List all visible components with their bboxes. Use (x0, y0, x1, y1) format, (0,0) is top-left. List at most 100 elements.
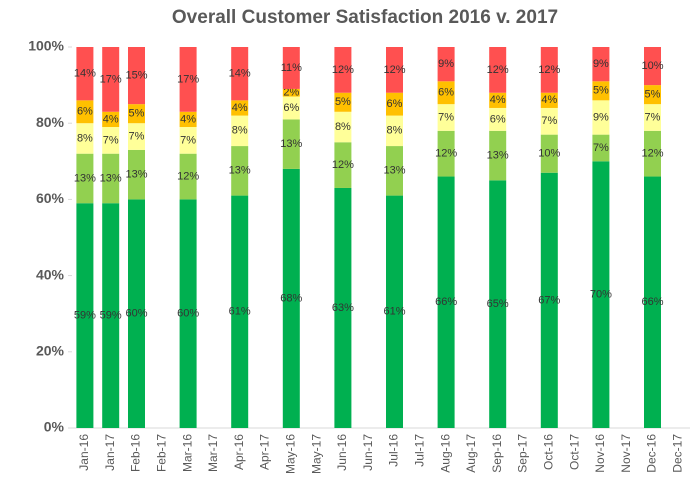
data-label: 5% (645, 89, 661, 101)
x-tick-label: Sep-17 (516, 434, 530, 473)
data-label: 59% (74, 310, 96, 322)
y-tick-label: 20% (36, 343, 65, 359)
bar-segment (76, 123, 94, 154)
bar-segment (102, 203, 120, 428)
data-label: 8% (77, 132, 93, 144)
data-label: 14% (229, 68, 251, 80)
y-tick-label: 40% (36, 266, 65, 282)
bar-segment (489, 92, 507, 108)
y-tick-label: 0% (44, 419, 65, 435)
bar-segment (179, 153, 197, 200)
data-label: 12% (383, 64, 405, 76)
x-tick-label: Aug-16 (438, 434, 452, 473)
data-label: 13% (125, 169, 147, 181)
data-label: 6% (283, 102, 299, 114)
data-label: 61% (229, 306, 251, 318)
bar-segment (592, 161, 610, 429)
data-label: 12% (435, 148, 457, 160)
bar-segment (128, 104, 145, 124)
data-label: 66% (641, 296, 663, 308)
data-label: 9% (593, 58, 609, 70)
x-tick-label: Sep-16 (490, 434, 504, 473)
bar-segment (102, 153, 120, 204)
x-tick-label: Jan-16 (77, 434, 91, 471)
x-tick-label: Jun-16 (335, 434, 349, 471)
x-tick-label: Feb-17 (154, 434, 168, 472)
y-tick-label: 60% (36, 190, 65, 206)
bar-segment (540, 134, 558, 173)
data-label: 6% (77, 106, 93, 118)
bar-segment (437, 176, 455, 428)
bar-segment (437, 130, 455, 177)
data-label: 9% (593, 111, 609, 123)
bar-segment (644, 130, 661, 177)
bar-segment (644, 47, 661, 86)
data-label: 12% (487, 64, 509, 76)
data-label: 12% (332, 159, 354, 171)
data-label: 7% (438, 111, 454, 123)
bar-segment (592, 47, 610, 82)
data-label: 13% (383, 165, 405, 177)
bar-segment (644, 176, 661, 428)
bar-segment (282, 119, 300, 169)
data-label: 66% (435, 296, 457, 308)
bar-segment (386, 115, 403, 147)
bar-segment (644, 104, 661, 131)
data-label: 13% (280, 138, 302, 150)
data-label: 70% (590, 289, 612, 301)
x-tick-label: Jun-17 (361, 434, 375, 471)
bar-segment (386, 195, 403, 428)
data-label: 7% (593, 142, 609, 154)
data-label: 4% (490, 94, 506, 106)
data-label: 68% (280, 292, 302, 304)
bar-segment (386, 146, 403, 196)
x-tick-label: Jul-17 (412, 434, 426, 467)
x-tick-label: May-17 (309, 434, 323, 474)
bar-segment (540, 47, 558, 93)
bar-segment (102, 127, 120, 154)
data-label: 9% (438, 58, 454, 70)
bar-segment (489, 107, 507, 131)
bar-segment (179, 111, 197, 128)
bar-segment (179, 127, 197, 154)
bar-segment (592, 81, 610, 101)
bar-segment (437, 47, 455, 82)
data-label: 10% (538, 148, 560, 160)
bar-segment (231, 146, 249, 196)
data-label: 59% (100, 310, 122, 322)
y-tick-label: 80% (36, 114, 65, 130)
bar-segment (334, 92, 352, 112)
bar-segment (231, 47, 249, 101)
data-label: 13% (229, 165, 251, 177)
x-tick-label: Oct-17 (567, 434, 581, 470)
data-label: 6% (490, 113, 506, 125)
data-label: 60% (177, 308, 199, 320)
data-label: 4% (232, 102, 248, 114)
bar-segment (76, 153, 94, 204)
data-label: 15% (125, 69, 147, 81)
bar-segment (386, 47, 403, 93)
bar-segment (102, 47, 120, 112)
data-label: 7% (645, 111, 661, 123)
data-label: 4% (103, 113, 119, 125)
bar-segment (128, 199, 145, 428)
data-label: 12% (177, 170, 199, 182)
bar-segment (334, 142, 352, 188)
x-tick-label: May-16 (283, 434, 297, 474)
data-label: 14% (74, 68, 96, 80)
data-label: 7% (103, 134, 119, 146)
data-label: 17% (177, 73, 199, 85)
bar-segment (102, 111, 120, 128)
bar-segment (644, 85, 661, 105)
data-label: 5% (335, 96, 351, 108)
bar-segment (282, 96, 300, 120)
data-label: 2% (283, 87, 299, 99)
data-label: 5% (129, 108, 145, 120)
data-label: 60% (125, 308, 147, 320)
data-label: 5% (593, 85, 609, 97)
x-tick-label: Apr-16 (232, 434, 246, 470)
bar-segment (282, 88, 300, 97)
data-label: 6% (438, 87, 454, 99)
data-label: 4% (180, 113, 196, 125)
